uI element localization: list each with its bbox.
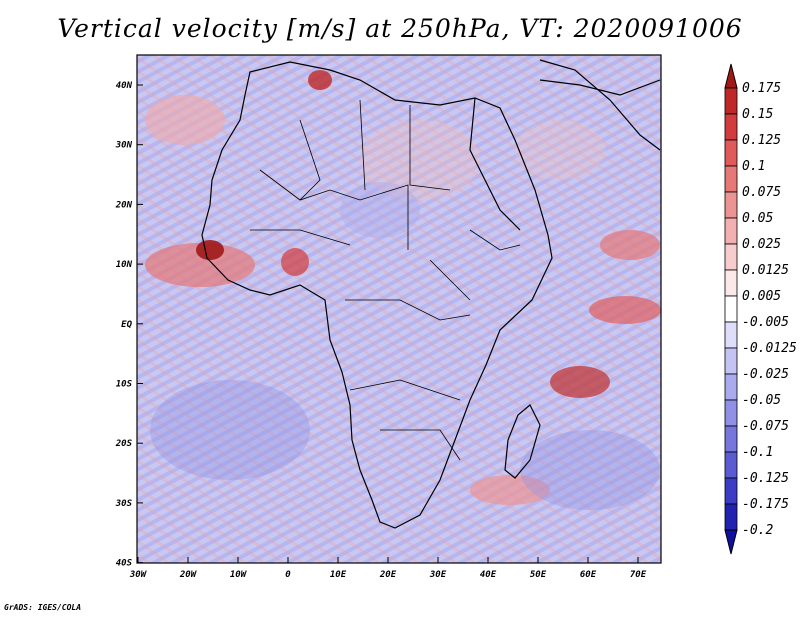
colorbar-label: 0.05 <box>742 211 773 226</box>
colorbar-label: -0.0125 <box>742 341 797 356</box>
lat-tick-label: 30N <box>115 141 133 151</box>
lon-tick-label: 40E <box>480 570 497 580</box>
lat-tick-label: EQ <box>121 320 132 330</box>
colorbar-label: 0.0125 <box>742 263 789 278</box>
colorbar-swatch <box>724 243 738 271</box>
colorbar-label: 0.075 <box>742 185 781 200</box>
lon-tick-label: 20E <box>379 570 397 580</box>
map-frame <box>136 54 662 564</box>
grads-credit: GrADS: IGES/COLA <box>4 603 82 612</box>
colorbar-swatch <box>724 269 738 297</box>
lon-tick-label: 10E <box>330 570 347 580</box>
colorbar-label: 0.15 <box>742 107 773 122</box>
velocity-field <box>137 55 661 563</box>
colorbar-label: -0.075 <box>742 419 789 434</box>
lon-tick-label: 70E <box>630 570 647 580</box>
map-title: Vertical velocity [m/s] at 250hPa, VT: 2… <box>57 14 743 43</box>
colorbar-swatch <box>724 295 738 323</box>
colorbar-label: -0.125 <box>742 471 789 486</box>
lat-tick-label: 20N <box>115 200 133 210</box>
colorbar-swatch <box>724 191 738 219</box>
colorbar-swatch <box>724 139 738 167</box>
lat-tick-label: 40S <box>116 559 133 569</box>
lon-tick-label: 10W <box>230 570 248 580</box>
colorbar-label: 0.175 <box>742 81 781 96</box>
colorbar-max-arrow <box>724 63 738 89</box>
lon-tick-label: 0 <box>285 570 291 580</box>
coastlines <box>201 59 661 529</box>
colorbar-label: -0.175 <box>742 497 789 512</box>
country-borders <box>250 99 521 461</box>
lat-tick-label: 10N <box>116 260 133 270</box>
lat-tick-label: 10S <box>116 380 133 390</box>
lat-tick-label: 40N <box>116 81 133 91</box>
longitude-axis: 30W 20W 10W 0 10E 20E 30E 40E 50E 60E 70E <box>129 557 647 580</box>
lon-tick-label: 30W <box>129 570 148 580</box>
colorbar-label: -0.1 <box>742 445 773 460</box>
colorbar-swatch <box>724 399 738 427</box>
lon-tick-label: 30E <box>429 570 447 580</box>
colorbar-swatch <box>724 503 738 531</box>
colorbar-label: 0.125 <box>742 133 781 148</box>
lon-tick-label: 20W <box>179 570 198 580</box>
colorbar-swatch <box>724 217 738 245</box>
colorbar-label: 0.025 <box>742 237 781 252</box>
colorbar-swatch <box>724 321 738 349</box>
lat-tick-label: 30S <box>115 499 133 509</box>
colorbar-swatch <box>724 425 738 453</box>
colorbar-swatch <box>724 451 738 479</box>
colorbar-swatch <box>724 87 738 115</box>
colorbar: 0.175 0.15 0.125 0.1 0.075 0.05 0.025 0.0125 0.0… <box>724 63 797 555</box>
colorbar-label: -0.2 <box>742 523 773 538</box>
colorbar-swatch <box>724 347 738 375</box>
colorbar-swatch <box>724 113 738 141</box>
colorbar-swatch <box>724 477 738 505</box>
colorbar-min-arrow <box>724 529 738 555</box>
colorbar-label: 0.1 <box>742 159 765 174</box>
lon-tick-label: 50E <box>530 570 547 580</box>
colorbar-swatch <box>724 165 738 193</box>
lat-tick-label: 20S <box>115 439 133 449</box>
lon-tick-label: 60E <box>580 570 597 580</box>
latitude-axis: 40N 30N 20N 10N EQ 10S 20S 30S 40S <box>115 81 143 569</box>
colorbar-label: 0.005 <box>742 289 781 304</box>
colorbar-label: -0.05 <box>742 393 781 408</box>
colorbar-swatch <box>724 373 738 401</box>
colorbar-label: -0.005 <box>742 315 789 330</box>
colorbar-label: -0.025 <box>742 367 789 382</box>
